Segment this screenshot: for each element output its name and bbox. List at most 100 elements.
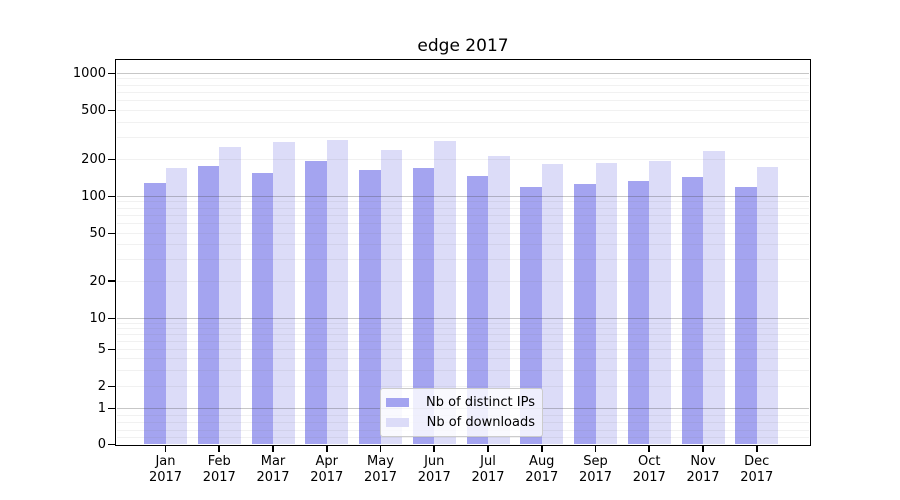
bar-downloads-jun bbox=[434, 140, 456, 445]
gridline-minor-700 bbox=[117, 92, 809, 94]
bar-downloads-oct bbox=[649, 161, 671, 445]
legend-label-distinct-ips: Nb of distinct IPs bbox=[426, 394, 535, 410]
legend-swatch-downloads bbox=[386, 418, 409, 428]
y-tick-label-200: 200 bbox=[81, 151, 106, 167]
y-tick-mark-1 bbox=[108, 407, 115, 410]
bar-downloads-jan bbox=[165, 167, 187, 445]
gridline-minor-30 bbox=[117, 259, 809, 261]
legend-item-distinct-ips: Nb of distinct IPs bbox=[386, 393, 535, 412]
y-tick-mark-100 bbox=[108, 195, 115, 198]
y-tick-mark-10 bbox=[108, 317, 115, 320]
gridline-major-10 bbox=[117, 317, 809, 319]
y-tick-mark-200 bbox=[108, 158, 115, 161]
bar-downloads-nov bbox=[703, 151, 725, 445]
gridline-minor-20 bbox=[117, 280, 809, 282]
gridline-minor-7 bbox=[117, 333, 809, 335]
bar-downloads-sep bbox=[595, 163, 617, 445]
x-tick-mark-jun bbox=[433, 445, 436, 452]
y-tick-label-1: 1 bbox=[97, 400, 106, 416]
gridline-minor-60 bbox=[117, 223, 809, 225]
x-tick-mark-feb bbox=[218, 445, 221, 452]
x-tick-label-may: May 2017 bbox=[363, 453, 398, 485]
y-tick-label-10: 10 bbox=[89, 310, 106, 326]
y-tick-mark-50 bbox=[108, 232, 115, 235]
gridline-minor-80 bbox=[117, 207, 809, 209]
bar-ips-jun bbox=[412, 167, 435, 445]
bar-downloads-apr bbox=[326, 140, 349, 445]
bar-ips-apr bbox=[305, 161, 327, 445]
chart-title: edge 2017 bbox=[417, 36, 509, 56]
y-tick-mark-5 bbox=[108, 348, 115, 351]
bar-downloads-may bbox=[380, 150, 402, 445]
y-tick-label-2: 2 bbox=[97, 379, 106, 394]
bar-ips-jul bbox=[466, 176, 488, 445]
gridline-minor-2 bbox=[117, 386, 809, 387]
legend-label-downloads: Nb of downloads bbox=[426, 415, 535, 431]
bar-ips-oct bbox=[627, 180, 650, 445]
x-tick-mark-may bbox=[379, 445, 382, 452]
bar-downloads-dec bbox=[756, 167, 779, 445]
gridline-minor-90 bbox=[117, 201, 809, 203]
bar-downloads-aug bbox=[541, 163, 564, 445]
x-tick-mark-sep bbox=[594, 445, 597, 452]
legend-item-downloads: Nb of downloads bbox=[386, 413, 535, 432]
bar-downloads-jul bbox=[488, 155, 510, 445]
gridline-minor-4 bbox=[117, 357, 809, 359]
gridline-minor-5 bbox=[117, 348, 809, 350]
x-tick-label-mar: Mar 2017 bbox=[256, 453, 290, 485]
x-tick-label-dec: Dec 2017 bbox=[740, 453, 774, 485]
gridline-minor-800 bbox=[117, 84, 809, 86]
gridline-minor-500 bbox=[117, 110, 809, 112]
legend-swatch-distinct-ips bbox=[386, 397, 409, 407]
y-tick-mark-2 bbox=[108, 385, 115, 388]
bar-ips-feb bbox=[197, 165, 220, 445]
gridline-minor-200 bbox=[117, 158, 809, 160]
bar-downloads-feb bbox=[219, 147, 241, 445]
gridline-minor-6 bbox=[117, 340, 809, 342]
gridline-major-100 bbox=[117, 195, 809, 197]
y-tick-mark-1000 bbox=[108, 72, 115, 75]
x-tick-label-jul: Jul 2017 bbox=[471, 453, 505, 485]
x-tick-mark-nov bbox=[702, 445, 704, 452]
gridline-minor-400 bbox=[117, 122, 809, 124]
bar-ips-may bbox=[359, 169, 381, 445]
y-tick-label-100: 100 bbox=[81, 188, 106, 204]
y-tick-label-5: 5 bbox=[97, 341, 106, 357]
x-tick-label-sep: Sep 2017 bbox=[578, 453, 613, 485]
x-tick-mark-mar bbox=[272, 445, 274, 452]
bar-ips-jan bbox=[144, 183, 166, 445]
y-tick-mark-0 bbox=[108, 443, 115, 446]
gridline-minor-40 bbox=[117, 244, 809, 246]
x-tick-mark-dec bbox=[755, 445, 758, 452]
y-tick-label-50: 50 bbox=[89, 225, 106, 241]
y-tick-mark-20 bbox=[108, 280, 115, 282]
x-tick-label-nov: Nov 2017 bbox=[686, 453, 720, 485]
gridline-minor-900 bbox=[117, 78, 809, 80]
x-tick-mark-jul bbox=[487, 445, 489, 452]
y-tick-mark-500 bbox=[108, 109, 115, 112]
gridline-minor-8 bbox=[117, 327, 809, 329]
x-tick-mark-oct bbox=[648, 445, 651, 452]
y-tick-label-20: 20 bbox=[89, 273, 106, 289]
gridline-minor-50 bbox=[117, 232, 809, 234]
bar-ips-dec bbox=[735, 187, 757, 445]
gridline-minor-3 bbox=[117, 369, 809, 371]
bar-ips-nov bbox=[681, 176, 703, 445]
gridline-minor-9 bbox=[117, 322, 809, 324]
x-tick-label-feb: Feb 2017 bbox=[202, 453, 236, 485]
gridline-minor-600 bbox=[117, 100, 809, 102]
x-tick-label-aug: Aug 2017 bbox=[525, 453, 559, 485]
legend: Nb of distinct IPs Nb of downloads bbox=[380, 388, 543, 437]
gridline-minor-300 bbox=[117, 137, 809, 139]
bar-ips-mar bbox=[251, 172, 273, 445]
gridline-major-1000 bbox=[117, 72, 809, 74]
x-tick-mark-jan bbox=[164, 445, 167, 452]
bar-ips-sep bbox=[574, 184, 596, 445]
gridline-minor-0.2 bbox=[117, 436, 809, 438]
gridline-minor-70 bbox=[117, 214, 809, 216]
y-tick-label-500: 500 bbox=[81, 103, 106, 119]
x-tick-mark-apr bbox=[325, 445, 328, 452]
y-tick-label-0: 0 bbox=[97, 437, 106, 452]
y-tick-label-1000: 1000 bbox=[72, 65, 106, 81]
